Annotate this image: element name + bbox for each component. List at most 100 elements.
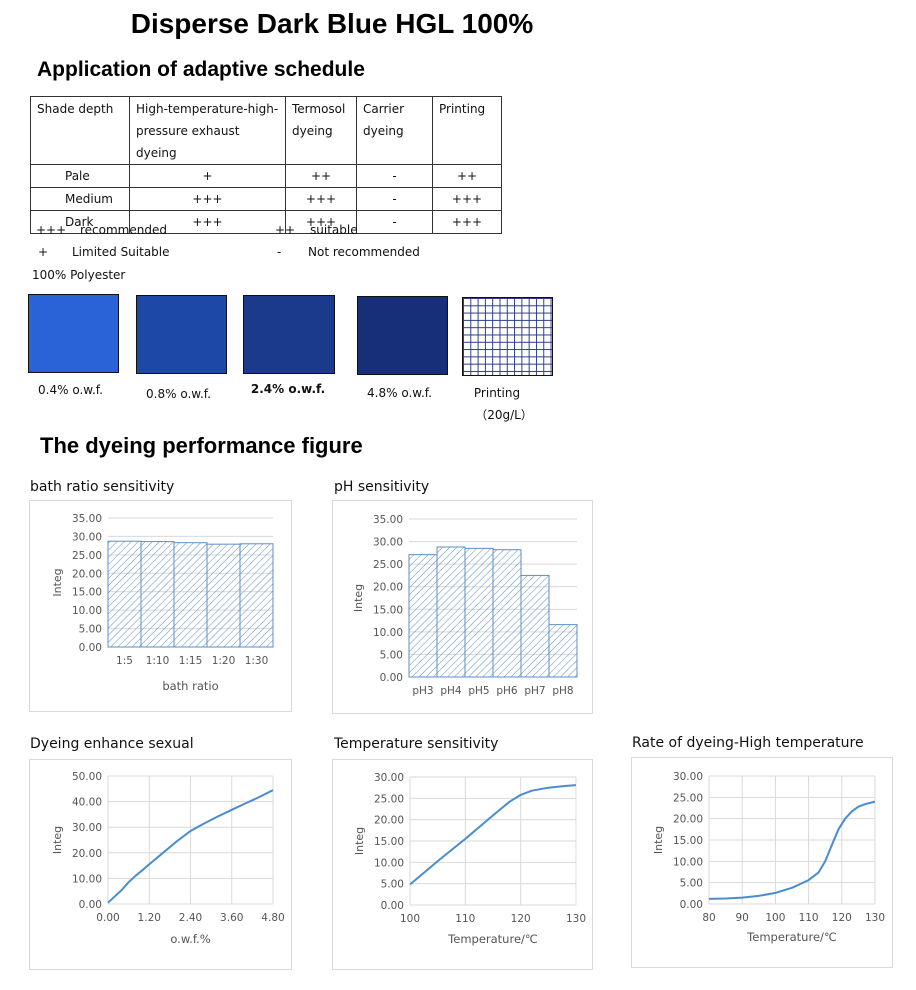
x-tick-label: 4.80 [261, 912, 284, 924]
y-tick-label: 15.00 [374, 836, 404, 848]
schedule-table: Shade depth High-temperature-high-pressu… [30, 96, 502, 234]
y-tick-label: 30.00 [673, 771, 703, 783]
x-tick-label: 90 [736, 912, 749, 924]
table-cell: ++ [432, 164, 502, 188]
x-tick-label: 120 [511, 913, 531, 925]
bar [140, 541, 175, 648]
bar [239, 543, 274, 648]
legend-text: suitable [310, 223, 358, 237]
table-cell: +++ [432, 210, 502, 234]
y-tick-label: 20.00 [374, 815, 404, 827]
bath-ratio-chart: 0.00 5.00 10.00 15.00 20.00 25.00 30.00 35.00 In… [29, 500, 292, 712]
x-axis-label: o.w.f.% [170, 932, 210, 946]
y-axis-label: Integ [51, 826, 64, 854]
shade-swatch-2-4 [243, 295, 335, 374]
header-cell: High-temperature-high-pressure exhaust d… [129, 96, 286, 165]
y-tick-label: 10.00 [373, 627, 403, 639]
y-tick-label: 30.00 [72, 531, 102, 543]
x-tick-label: 0.00 [96, 912, 119, 924]
y-tick-label: 10.00 [673, 856, 703, 868]
swatch-label: 0.8% o.w.f. [146, 387, 211, 401]
swatch-label: 4.8% o.w.f. [367, 386, 432, 400]
shade-swatch-4-8 [357, 296, 448, 375]
table-cell: - [356, 187, 433, 211]
performance-heading: The dyeing performance figure [40, 433, 363, 458]
legend-text: recommended [80, 223, 167, 237]
x-tick-label: 130 [865, 912, 885, 924]
x-tick-label: 120 [832, 912, 852, 924]
x-tick-label: 80 [702, 912, 715, 924]
table-cell: +++ [285, 187, 357, 211]
table-cell: +++ [129, 187, 286, 211]
y-tick-label: 5.00 [79, 624, 102, 636]
x-tick-label: pH4 [440, 685, 462, 697]
bar [436, 546, 466, 678]
ph-chart: 0.00 5.00 10.00 15.00 20.00 25.00 30.00 35.00 In… [332, 500, 593, 714]
legend-text: Limited Suitable [72, 245, 170, 259]
swatch-label: Printing [473, 386, 521, 400]
table-cell: +++ [129, 210, 286, 234]
header-cell: Shade depth [30, 96, 130, 165]
x-tick-label: pH6 [496, 685, 518, 697]
table-cell: Pale [30, 164, 130, 188]
y-tick-label: 25.00 [72, 550, 102, 562]
x-tick-label: 1:5 [116, 655, 133, 667]
legend-symbol: ++ [275, 223, 296, 237]
legend-symbol: + [38, 245, 49, 259]
header-cell: Carrier dyeing [356, 96, 433, 165]
legend-text: Not recommended [308, 245, 420, 259]
shade-swatch-0-8 [136, 295, 227, 374]
x-tick-label: pH5 [468, 685, 489, 697]
y-tick-label: 30.00 [374, 772, 404, 784]
y-tick-label: 0.00 [79, 642, 102, 654]
table-cell: Dark [30, 210, 130, 234]
y-tick-label: 20.00 [72, 848, 102, 860]
y-tick-label: 5.00 [380, 649, 403, 661]
y-tick-label: 30.00 [373, 537, 403, 549]
bar [548, 624, 578, 678]
series-line [107, 789, 274, 904]
x-tick-label: 1:15 [179, 655, 203, 667]
chart-title: Dyeing enhance sexual [30, 736, 194, 752]
x-tick-label: 110 [799, 912, 819, 924]
x-axis-label: bath ratio [162, 679, 218, 693]
legend-symbol: - [277, 245, 282, 259]
x-tick-label: 1:30 [245, 655, 269, 667]
dyeing-enhance-chart: 0.00 10.00 20.00 30.00 40.00 50.00 Integ 0.00 1.… [29, 759, 292, 970]
swatch-label-concentration: （20g/L） [475, 408, 533, 422]
y-tick-label: 15.00 [673, 835, 703, 847]
x-axis-label: Temperature/℃ [447, 932, 538, 946]
printing-swatch [462, 297, 553, 376]
y-tick-label: 0.00 [381, 900, 404, 912]
y-axis-label: Integ [652, 826, 665, 854]
table-row: Pale + ++ - ++ [30, 164, 502, 188]
swatch-label: 2.4% o.w.f. [250, 382, 326, 396]
x-tick-label: pH7 [524, 685, 545, 697]
rate-of-dyeing-chart-svg: 0.00 5.00 10.00 15.00 20.00 25.00 30.00 Integ 80… [652, 771, 885, 944]
y-tick-label: 40.00 [72, 797, 102, 809]
y-tick-label: 25.00 [374, 793, 404, 805]
bar [464, 547, 494, 678]
x-tick-label: 1:10 [146, 655, 170, 667]
header-cell: Printing [432, 96, 502, 165]
series-line [409, 784, 577, 886]
y-tick-label: 20.00 [373, 582, 403, 594]
bar [492, 549, 522, 678]
x-tick-label: 1.20 [138, 912, 161, 924]
y-tick-label: 0.00 [380, 672, 403, 684]
chart-title: pH sensitivity [334, 479, 430, 495]
dyeing-enhance-chart-svg: 0.00 10.00 20.00 30.00 40.00 50.00 Integ 0.00 1.… [51, 771, 285, 946]
x-tick-label: 3.60 [220, 912, 243, 924]
table-header-row: Shade depth High-temperature-high-pressu… [30, 96, 502, 165]
y-tick-label: 10.00 [374, 857, 404, 869]
y-tick-label: 0.00 [79, 899, 102, 911]
y-tick-label: 25.00 [673, 792, 703, 804]
table-row: Medium +++ +++ - +++ [30, 187, 502, 211]
chart-title: bath ratio sensitivity [30, 479, 175, 495]
y-axis-label: Integ [353, 827, 366, 855]
x-tick-label: 110 [455, 913, 475, 925]
rate-of-dyeing-chart: 0.00 5.00 10.00 15.00 20.00 25.00 30.00 Integ 80… [631, 757, 893, 968]
x-tick-label: 1:20 [212, 655, 236, 667]
substrate-label: 100% Polyester [32, 268, 126, 282]
bar [173, 542, 208, 648]
